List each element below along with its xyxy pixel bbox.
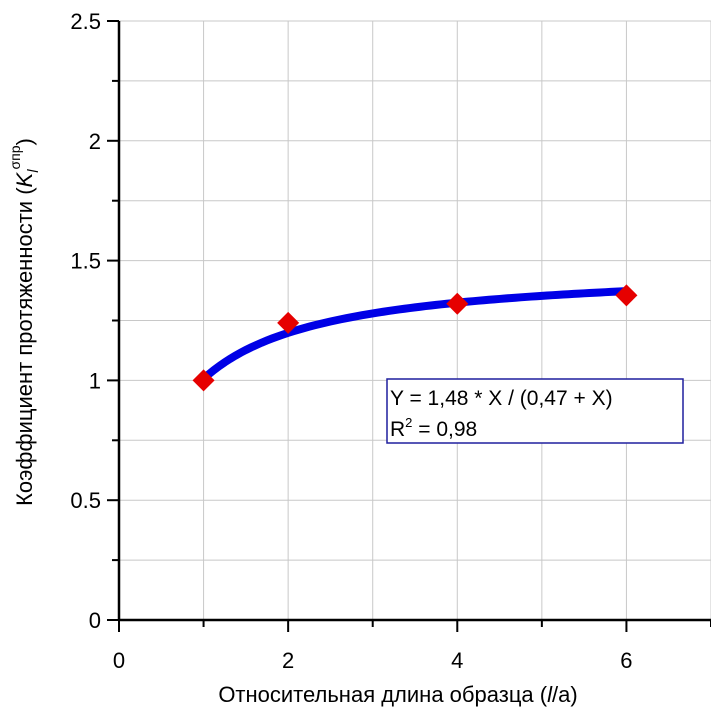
fit-curve-group (199, 287, 631, 383)
data-point (615, 284, 638, 307)
r-squared-prefix: R (390, 418, 405, 441)
tick-labels: 0 2 4 6 0 0.5 1 1.5 2 2.5 (70, 9, 632, 673)
y-axis-title-prefix: Коэффициент протяженности ( (12, 187, 37, 506)
data-point (446, 292, 469, 315)
data-points (192, 284, 638, 392)
x-tick-label: 2 (282, 648, 294, 673)
y-tick-label: 1 (89, 368, 101, 393)
y-tick-label: 0.5 (70, 488, 101, 513)
equation-box (386, 378, 684, 444)
x-axis-title-suffix: /a) (552, 682, 578, 707)
y-axis-title-sup: σпр (7, 145, 23, 169)
x-axis-title: Относительная длина образца (l/a) (218, 682, 577, 707)
y-axis-title-sub: l (25, 169, 42, 173)
x-tick-label: 6 (620, 648, 632, 673)
y-axis-title: Коэффициент протяженности (Klσпр) (7, 138, 42, 506)
x-axis-title-var: l (547, 682, 553, 707)
r-squared-text: R2 = 0,98 (390, 415, 477, 441)
equation-text: Y = 1,48 * X / (0,47 + X) (390, 387, 613, 410)
r-squared-value: = 0,98 (412, 418, 477, 441)
y-tick-label: 0 (89, 608, 101, 633)
x-tick-label: 0 (113, 648, 125, 673)
data-point (277, 311, 300, 334)
grid (119, 20, 711, 620)
x-tick-label: 4 (451, 648, 463, 673)
x-axis-title-prefix: Относительная длина образца ( (218, 682, 547, 707)
r-squared-sup: 2 (405, 415, 412, 430)
y-tick-label: 2 (89, 129, 101, 154)
equation-annotation: Y = 1,48 * X / (0,47 + X) R2 = 0,98 (386, 378, 684, 444)
y-tick-label: 2.5 (70, 9, 101, 34)
data-point (192, 369, 215, 392)
y-axis-title-var: K (12, 171, 37, 187)
y-tick-label: 1.5 (70, 249, 101, 274)
ticks (107, 20, 711, 632)
fit-curve (199, 287, 631, 383)
y-axis-title-suffix: ) (12, 138, 37, 145)
